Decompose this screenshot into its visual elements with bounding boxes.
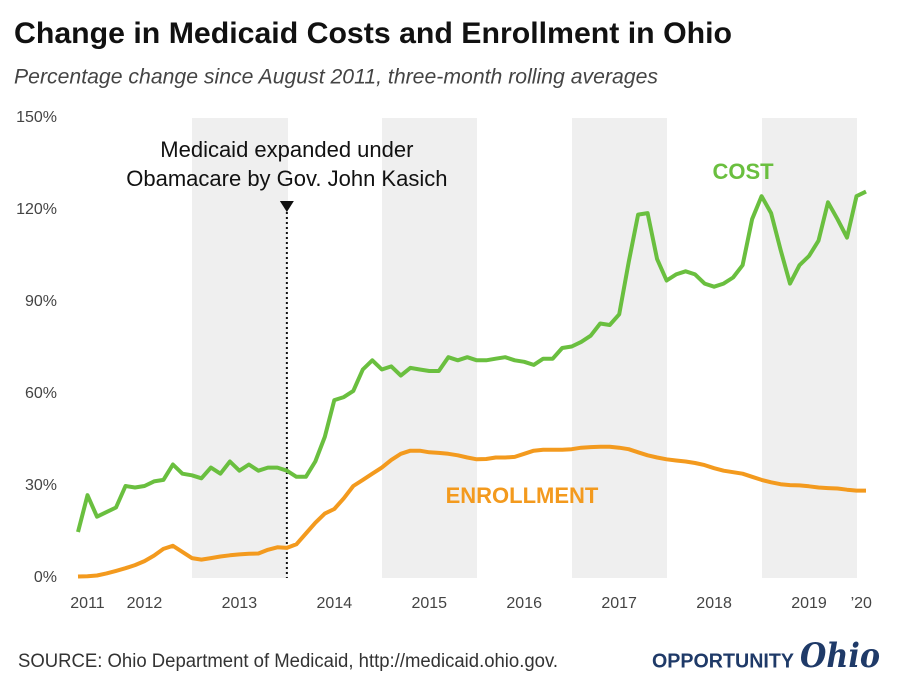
annotation-text: Obamacare by Gov. John Kasich — [126, 166, 447, 191]
band — [192, 118, 288, 578]
x-tick-label: 2014 — [317, 595, 353, 612]
series-line — [76, 189, 867, 533]
series-label: COST — [712, 159, 774, 184]
chart-title: Change in Medicaid Costs and Enrollment … — [14, 17, 732, 50]
plot: 0% 30% 60% 90% 120% 150% 2011 2012 2013 2014 2015 2… — [16, 109, 872, 612]
y-tick-label: 150% — [16, 109, 57, 126]
x-tick-label: 2018 — [696, 595, 732, 612]
band — [572, 118, 667, 578]
x-tick-label: 2013 — [222, 595, 258, 612]
annotation-arrow — [279, 201, 294, 212]
x-tick-label: ’20 — [851, 595, 872, 612]
band — [382, 118, 477, 578]
band — [762, 118, 857, 578]
y-tick-label: 120% — [16, 201, 57, 218]
y-tick-label: 60% — [25, 385, 57, 402]
x-tick-label: 2019 — [791, 595, 827, 612]
y-tick-label: 0% — [34, 569, 57, 586]
annotation-text: Medicaid expanded under — [160, 137, 413, 162]
x-tick-label: 2016 — [506, 595, 542, 612]
x-tick-label: 2017 — [601, 595, 637, 612]
y-tick-label: 30% — [25, 477, 57, 494]
year-bands — [192, 118, 857, 578]
x-tick-label: 2015 — [411, 595, 447, 612]
x-tick-label: 2011 — [70, 595, 105, 612]
source: SOURCE: Ohio Department of Medicaid, htt… — [18, 651, 558, 672]
chart-subtitle: Percentage change since August 2011, thr… — [14, 66, 659, 89]
logo-word: OPPORTUNITY — [652, 650, 795, 672]
series-line — [77, 444, 866, 579]
logo-script: Ohio — [800, 636, 880, 676]
series-label: ENROLLMENT — [446, 483, 599, 508]
y-tick-label: 90% — [25, 293, 57, 310]
x-tick-label: 2012 — [127, 595, 163, 612]
